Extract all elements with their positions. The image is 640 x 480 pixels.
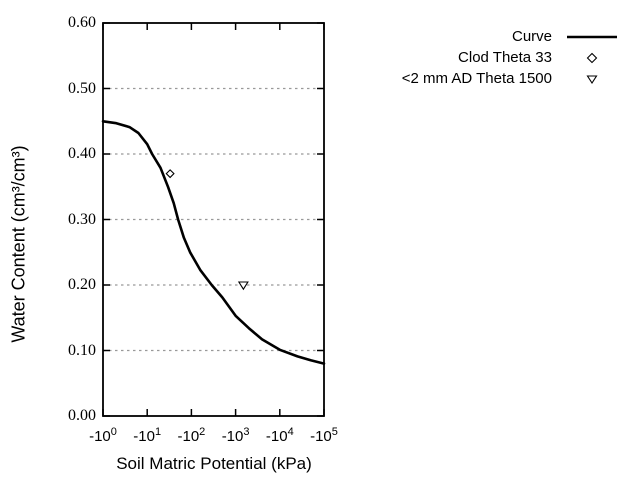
y-tick-label: 0.20 [68, 276, 96, 293]
y-tick-label: 0.30 [68, 210, 96, 228]
x-tick-label: -104 [265, 426, 294, 446]
x-tick-label: -100 [89, 426, 117, 446]
x-tick-label: -101 [133, 426, 162, 446]
legend-item-curve: Curve [402, 26, 620, 47]
chart-legend: Curve Clod Theta 33 <2 mm AD Theta 1500 [402, 26, 620, 89]
y-tick-label: 0.50 [68, 79, 96, 97]
y-axis-title: Water Content (cm³/cm³) [8, 145, 29, 343]
y-tick-label: 0.40 [68, 145, 96, 162]
x-tick-label: -103 [221, 426, 250, 446]
x-tick-label: -102 [177, 426, 206, 446]
legend-item-clod-theta-33: Clod Theta 33 [402, 47, 620, 68]
x-tick-label: -105 [310, 426, 338, 446]
diamond-icon [564, 52, 620, 64]
legend-item-ad-theta-1500: <2 mm AD Theta 1500 [402, 68, 620, 89]
y-tick-label: 0.00 [68, 407, 96, 424]
legend-label-curve: Curve [511, 28, 552, 45]
line-sample-icon [564, 33, 620, 41]
y-tick-label: 0.10 [68, 341, 96, 359]
legend-label-clod-theta-33: Clod Theta 33 [458, 49, 552, 66]
ad-theta-1500-marker [237, 281, 249, 291]
y-tick-label: 0.60 [68, 14, 96, 31]
legend-label-ad-theta-1500: <2 mm AD Theta 1500 [401, 70, 552, 87]
triangle-down-icon [564, 73, 620, 85]
x-axis-title: Soil Matric Potential (kPa) [116, 454, 312, 473]
curve-line [101, 120, 326, 365]
clod-theta-33-marker [165, 169, 175, 179]
